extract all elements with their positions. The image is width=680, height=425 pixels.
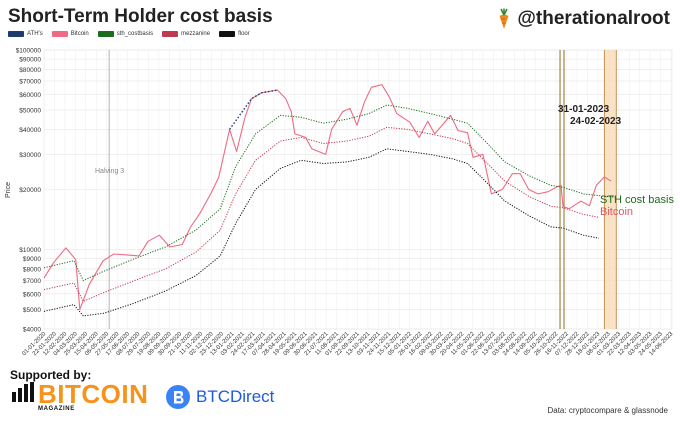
- data-source: Data: cryptocompare & glassnode: [547, 406, 668, 415]
- legend-swatch-mezzanine: [162, 31, 179, 37]
- btcdirect-logo: BTCDirect: [165, 384, 274, 410]
- date-label-1: 31-01-2023: [558, 104, 610, 115]
- legend-item-mezzanine: mezzanine: [162, 31, 210, 37]
- legend-label-bitcoin: Bitcoin: [70, 31, 89, 37]
- series-floor: [43, 148, 599, 317]
- brand-handle: @therationalroot: [517, 8, 670, 29]
- y-axis-title: Price: [5, 182, 12, 198]
- y-tick-label: $8000: [23, 266, 41, 273]
- btcdirect-circle-icon: [166, 385, 190, 409]
- y-tick-label: $80000: [19, 67, 41, 74]
- bitcoin-line-label: Bitcoin: [600, 206, 633, 218]
- bitcoin-logo-word: BITCOIN: [38, 379, 149, 409]
- legend-item-sth: sth_costbasis: [97, 31, 154, 37]
- legend-label-mezzanine: mezzanine: [181, 31, 211, 37]
- legend: ATH's Bitcoin sth_costbasis mezzanine fl…: [8, 31, 259, 37]
- bitcoin-magazine-logo: BITCOIN MAGAZINE: [12, 379, 149, 412]
- chart: Price $4000 $5000 $6000 $7000 $8000 $9000 $100…: [5, 48, 675, 358]
- y-tick-label: $7000: [23, 278, 41, 285]
- brand: @therationalroot: [497, 8, 670, 30]
- series-sth-costbasis: [43, 104, 617, 282]
- y-tick-label: $90000: [19, 57, 41, 64]
- y-tick-label: $70000: [19, 78, 41, 85]
- legend-swatch-bitcoin: [51, 31, 68, 37]
- legend-label-aths: ATH's: [27, 31, 43, 37]
- y-tick-label: $50000: [19, 108, 41, 115]
- series-mezzanine: [43, 126, 599, 303]
- legend-item-aths: ATH's: [8, 31, 43, 37]
- bitcoin-magazine-bars-icon: [12, 382, 34, 402]
- y-tick-label: $20000: [19, 187, 41, 194]
- legend-label-floor: floor: [238, 31, 250, 37]
- series-bitcoin: [43, 84, 612, 311]
- bitcoin-logo-sub: MAGAZINE: [38, 406, 75, 412]
- carrot-icon: [499, 8, 509, 29]
- legend-swatch-aths: [8, 31, 24, 37]
- y-tick-label: $60000: [19, 92, 41, 99]
- y-tick-label: $9000: [23, 256, 41, 263]
- y-tick-label: $40000: [19, 127, 41, 134]
- series-aths: [229, 89, 278, 130]
- y-tick-label: $4000: [23, 327, 41, 334]
- sth-line-label: STH cost basis: [600, 194, 674, 206]
- supported-by-label: Supported by:: [10, 368, 92, 382]
- y-tick-label: $10000: [19, 247, 41, 254]
- highlight-range: [604, 50, 617, 329]
- legend-swatch-sth: [97, 31, 114, 37]
- date-label-2: 24-02-2023: [570, 116, 622, 127]
- y-tick-label: $6000: [23, 291, 41, 298]
- legend-item-bitcoin: Bitcoin: [51, 31, 89, 37]
- y-tick-label: $30000: [19, 152, 41, 159]
- y-tick-label: $5000: [23, 307, 41, 314]
- halving-label: Halving 3: [95, 168, 124, 175]
- legend-label-sth: sth_costbasis: [116, 31, 154, 37]
- y-tick-label: $100000: [16, 48, 42, 55]
- legend-item-floor: floor: [219, 31, 250, 37]
- page-title: Short-Term Holder cost basis: [8, 6, 273, 27]
- legend-swatch-floor: [219, 31, 236, 37]
- btcdirect-logo-word: BTCDirect: [196, 387, 275, 406]
